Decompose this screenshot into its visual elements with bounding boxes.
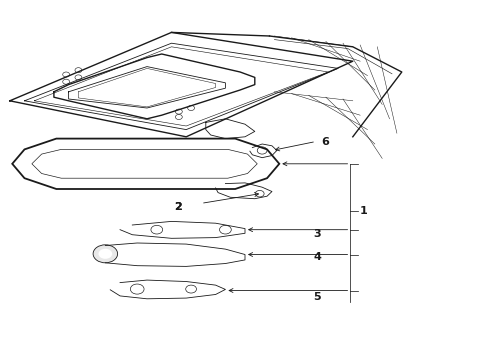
Text: 1: 1 (360, 206, 368, 216)
Text: 2: 2 (174, 202, 182, 212)
Text: 4: 4 (314, 252, 321, 262)
Circle shape (98, 249, 112, 259)
Text: 6: 6 (321, 137, 329, 147)
Text: 2: 2 (174, 202, 182, 212)
Text: 5: 5 (314, 292, 321, 302)
Polygon shape (12, 139, 279, 189)
Circle shape (93, 245, 118, 263)
Text: 3: 3 (314, 229, 321, 239)
